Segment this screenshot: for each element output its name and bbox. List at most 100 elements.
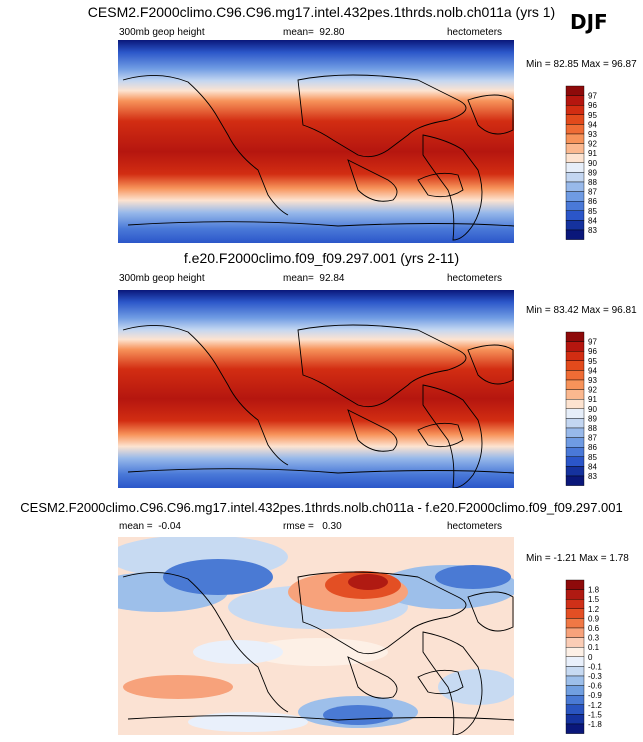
panel2-variable-label: 300mb geop height [119,273,205,284]
panel2-colorbar-label: 93 [588,376,597,385]
panel2-colorbar-label: 90 [588,405,597,414]
panel3-colorbar-label: -1.2 [588,701,602,710]
panel1-units: hectometers [447,27,503,38]
panel3-units: hectometers [447,521,503,532]
panel2-colorbar-box [565,398,585,409]
panel1-colorbar-box [565,210,585,221]
panel2-colorbar-box [565,370,585,381]
panel1-colorbar-box [565,85,585,96]
panel3-colorbar-box [565,685,585,696]
panel1-colorbar-label: 96 [588,101,597,110]
panel1-min-value: 82.85 [553,59,579,70]
panel3-colorbar-box [565,589,585,600]
panel1-colorbar-box [565,133,585,144]
panel1-colorbar-label: 90 [588,159,597,168]
panel3-colorbar-box [565,656,585,667]
panel3-colorbar-label: -0.3 [588,672,602,681]
panel3-title: CESM2.F2000climo.C96.C96.mg17.intel.432p… [20,500,623,515]
panel3-colorbar-box [565,579,585,590]
panel2-mean-label: mean= [283,273,314,284]
panel1-max-label: Max = [581,59,609,70]
panel1-colorbar-box [565,162,585,173]
panel3-colorbar-box [565,704,585,715]
panel1-map [118,40,514,243]
panel2-title: f.e20.F2000climo.f09_f09.297.001 (yrs 2-… [183,250,460,266]
panel2-mean: mean= 92.84 [283,273,344,284]
panel1-colorbar-box [565,143,585,154]
panel3-map [118,537,514,735]
panel2-units: hectometers [447,273,503,284]
panel3-colorbar-box [565,694,585,705]
panel3-rmse-value: 0.30 [322,521,342,532]
panel2-colorbar-box [565,437,585,448]
panel2-coastlines [122,324,514,488]
panel3-coastlines [122,571,514,735]
panel1-colorbar-label: 95 [588,111,597,120]
panel1-mean-value: 92.80 [319,27,345,38]
panel1-colorbar-box [565,220,585,231]
panel2-colorbar-box [565,379,585,390]
panel3-anomaly-patches [118,537,514,732]
panel1-mean-label: mean= [283,27,314,38]
panel2-colorbar-box [565,446,585,457]
panel3-colorbar-label: 1.5 [588,595,600,604]
panel2-colorbar-box [565,331,585,342]
panel2-colorbar-box [565,466,585,477]
panel3-colorbar-box [565,637,585,648]
panel2-colorbar-box [565,389,585,400]
panel1-colorbar-label: 86 [588,197,597,206]
panel1-colorbar-box [565,181,585,192]
panel3-colorbar-label: -0.6 [588,682,602,691]
panel1-colorbar-label: 91 [588,149,597,158]
panel2-min-value: 83.42 [553,305,579,316]
panel3-colorbar-box [565,714,585,725]
panel1-colorbar-box [565,124,585,135]
panel3-colorbar-label: 0.9 [588,614,600,623]
panel1-mean: mean= 92.80 [283,27,344,38]
panel2-colorbar-label: 83 [588,472,597,481]
panel2-colorbar-label: 88 [588,424,597,433]
panel2-colorbar-label: 84 [588,462,597,471]
panel3-colorbar-box [565,646,585,657]
panel1-colorbar-label: 85 [588,207,597,216]
panel3-colorbar-box [565,723,585,734]
panel1-colorbar-label: 89 [588,168,597,177]
panel3-colorbar-label: 1.2 [588,605,600,614]
panel3-colorbar-label: 0.1 [588,643,600,652]
panel3-mean-value: -0.04 [158,521,181,532]
panel1-colorbar-box [565,105,585,116]
panel3-colorbar-label: -1.8 [588,720,602,729]
panel3-colorbar-box [565,666,585,677]
panel3-colorbar-label: 1.8 [588,586,600,595]
panel1-field [118,40,514,243]
panel3-minmax: Min = -1.21 Max = 1.78 [526,553,629,564]
panel2-colorbar-label: 94 [588,366,597,375]
panel2-colorbar-box [565,360,585,371]
panel2-max-value: 96.81 [611,305,637,316]
panel2-map [118,290,514,488]
panel3-colorbar-label: 0.6 [588,624,600,633]
panel3-colorbar-label: -0.9 [588,691,602,700]
panel1-min-label: Min = [526,59,551,70]
panel3-min-value: -1.21 [553,553,577,564]
panel2-colorbar-label: 91 [588,395,597,404]
panel3-colorbar-label: -1.5 [588,710,602,719]
panel2-colorbar-box [565,427,585,438]
panel3-mean-label: mean = [119,521,153,532]
panel3-colorbar-box [565,608,585,619]
panel3-rmse: rmse = 0.30 [283,521,342,532]
panel2-colorbar-label: 95 [588,357,597,366]
panel3-colorbar-box [565,599,585,610]
panel1-colorbar-box [565,114,585,125]
panel1-colorbar-box [565,152,585,163]
panel3-colorbar-label: 0 [588,653,593,662]
panel1-variable-label: 300mb geop height [119,27,205,38]
panel3-colorbar-label: -0.1 [588,662,602,671]
panel2-colorbar-label: 89 [588,414,597,423]
panel2-colorbar-label: 96 [588,347,597,356]
panel3-colorbar-box [565,675,585,686]
panel2-max-label: Max = [581,305,609,316]
panel2-colorbar-label: 92 [588,386,597,395]
panel2-colorbar-label: 85 [588,453,597,462]
